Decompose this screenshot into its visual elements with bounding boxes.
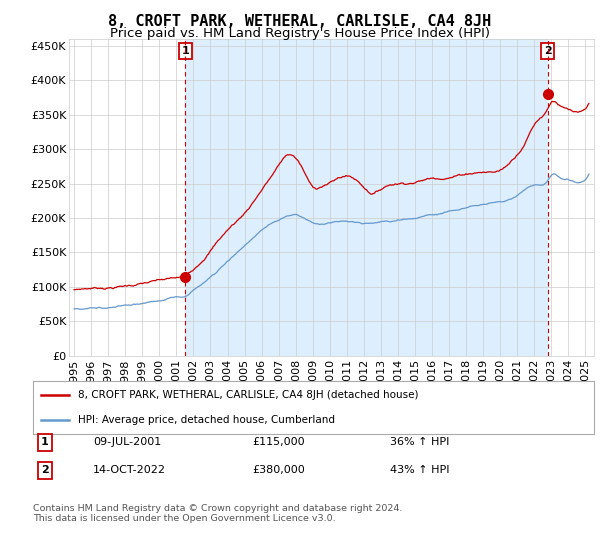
Text: 2: 2 — [41, 465, 49, 475]
Text: 14-OCT-2022: 14-OCT-2022 — [93, 465, 166, 475]
Text: 43% ↑ HPI: 43% ↑ HPI — [390, 465, 449, 475]
Text: 8, CROFT PARK, WETHERAL, CARLISLE, CA4 8JH (detached house): 8, CROFT PARK, WETHERAL, CARLISLE, CA4 8… — [78, 390, 418, 400]
Text: 09-JUL-2001: 09-JUL-2001 — [93, 437, 161, 447]
Text: 8, CROFT PARK, WETHERAL, CARLISLE, CA4 8JH: 8, CROFT PARK, WETHERAL, CARLISLE, CA4 8… — [109, 14, 491, 29]
Text: Price paid vs. HM Land Registry's House Price Index (HPI): Price paid vs. HM Land Registry's House … — [110, 27, 490, 40]
Text: 1: 1 — [181, 46, 189, 56]
Text: 1: 1 — [41, 437, 49, 447]
Text: 36% ↑ HPI: 36% ↑ HPI — [390, 437, 449, 447]
Text: £115,000: £115,000 — [252, 437, 305, 447]
Text: HPI: Average price, detached house, Cumberland: HPI: Average price, detached house, Cumb… — [78, 414, 335, 424]
Text: Contains HM Land Registry data © Crown copyright and database right 2024.
This d: Contains HM Land Registry data © Crown c… — [33, 504, 403, 524]
Bar — [185, 39, 548, 356]
Text: £380,000: £380,000 — [252, 465, 305, 475]
Text: 2: 2 — [544, 46, 551, 56]
